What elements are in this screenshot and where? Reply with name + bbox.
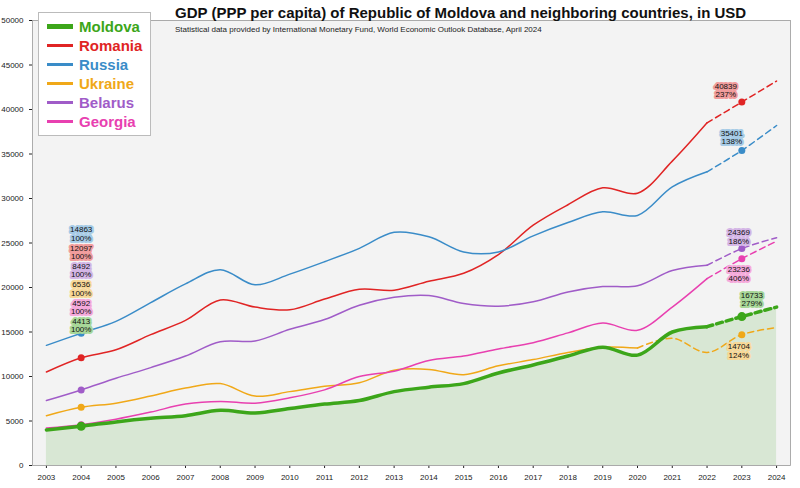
svg-text:14704124%: 14704124% [728, 342, 751, 359]
svg-text:50000: 50000 [1, 16, 24, 25]
html-text:Statistical data provided by I: Statistical data provided by Internation… [175, 25, 542, 34]
html-text:Russia: Russia [79, 56, 129, 73]
svg-text:2022: 2022 [698, 473, 716, 482]
svg-text:5000: 5000 [6, 417, 24, 426]
svg-text:16733279%: 16733279% [741, 291, 764, 308]
svg-text:2020: 2020 [629, 473, 647, 482]
svg-text:2021: 2021 [663, 473, 681, 482]
svg-text:2016: 2016 [490, 473, 508, 482]
svg-text:2015: 2015 [455, 473, 473, 482]
svg-text:35401138%: 35401138% [721, 129, 744, 146]
html-text:Ukraine: Ukraine [79, 75, 134, 92]
svg-text:2012: 2012 [350, 473, 368, 482]
svg-text:40839237%: 40839237% [715, 82, 738, 99]
svg-text:2006: 2006 [142, 473, 160, 482]
html-text:Moldova: Moldova [79, 18, 140, 35]
svg-text:2011: 2011 [316, 473, 334, 482]
svg-text:40000: 40000 [1, 105, 24, 114]
svg-text:4413100%: 4413100% [71, 317, 91, 334]
html-text:Romania: Romania [79, 37, 143, 54]
svg-text:8492100%: 8492100% [71, 262, 91, 279]
svg-text:20000: 20000 [1, 283, 24, 292]
svg-text:23236406%: 23236406% [728, 265, 751, 282]
html-text:Georgia: Georgia [79, 113, 136, 130]
svg-text:2019: 2019 [594, 473, 612, 482]
svg-text:2005: 2005 [107, 473, 125, 482]
svg-text:2004: 2004 [72, 473, 90, 482]
svg-text:2017: 2017 [524, 473, 542, 482]
svg-text:2013: 2013 [385, 473, 403, 482]
html-text:Belarus: Belarus [79, 94, 134, 111]
svg-text:4592100%: 4592100% [71, 299, 91, 316]
svg-text:10000: 10000 [1, 372, 24, 381]
svg-text:2009: 2009 [246, 473, 264, 482]
svg-text:0: 0 [19, 461, 24, 470]
html-text:GDP (PPP per capita) of Republ: GDP (PPP per capita) of Republic of Mold… [175, 4, 747, 21]
svg-text:12097100%: 12097100% [70, 244, 93, 261]
svg-text:2018: 2018 [559, 473, 577, 482]
svg-text:2003: 2003 [38, 473, 56, 482]
svg-text:2024: 2024 [768, 473, 786, 482]
svg-text:2023: 2023 [733, 473, 751, 482]
svg-text:6536100%: 6536100% [71, 280, 91, 297]
svg-text:14863100%: 14863100% [70, 225, 93, 242]
svg-text:30000: 30000 [1, 194, 24, 203]
svg-text:2007: 2007 [177, 473, 195, 482]
svg-text:2014: 2014 [420, 473, 438, 482]
svg-text:24369186%: 24369186% [728, 228, 751, 245]
svg-text:15000: 15000 [1, 328, 24, 337]
svg-text:2010: 2010 [281, 473, 299, 482]
svg-text:2008: 2008 [211, 473, 229, 482]
svg-text:35000: 35000 [1, 150, 24, 159]
svg-text:45000: 45000 [1, 61, 24, 70]
svg-text:25000: 25000 [1, 239, 24, 248]
